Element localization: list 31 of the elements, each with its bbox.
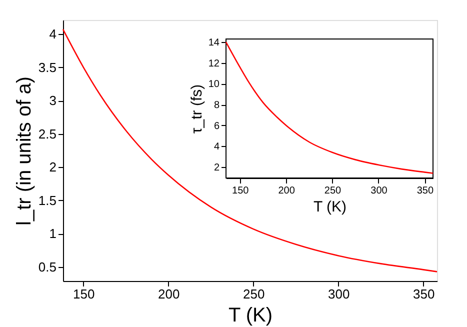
y-tick-label: 2.5 <box>38 126 56 142</box>
y-tick-label: 10 <box>208 79 220 90</box>
x-tick-label: 200 <box>278 186 296 196</box>
y-tick-label: 3 <box>49 93 56 108</box>
y-tick-label: 4 <box>49 26 56 42</box>
y-axis-title: τ_tr (fs) <box>188 84 206 134</box>
y-tick-label: 12 <box>208 58 220 70</box>
x-axis-title: T (K) <box>313 198 347 216</box>
y-tick-label: 6 <box>214 120 220 132</box>
x-tick-label: 350 <box>413 286 435 302</box>
y-tick-label: 3.5 <box>38 60 56 75</box>
x-tick-label: 250 <box>324 186 342 196</box>
y-tick-label: 1 <box>49 226 56 242</box>
line-series <box>225 41 434 174</box>
y-axis-title: l_tr (in units of a) <box>13 76 36 226</box>
x-tick-label: 150 <box>232 186 250 196</box>
x-tick-label: 150 <box>73 286 95 302</box>
x-axis-title: T (K) <box>228 304 273 326</box>
x-tick-label: 200 <box>158 286 180 302</box>
x-tick-label: 250 <box>243 286 265 302</box>
x-tick-label: 350 <box>416 186 434 196</box>
line-series <box>62 28 438 272</box>
x-tick-label: 300 <box>370 186 388 196</box>
y-tick-label: 2 <box>49 160 56 175</box>
y-tick-label: 2 <box>214 162 220 174</box>
x-tick-label: 300 <box>328 286 350 302</box>
y-tick-label: 0.5 <box>38 260 56 275</box>
y-tick-label: 4 <box>214 142 220 153</box>
y-tick-label: 1.5 <box>38 192 56 208</box>
y-tick-label: 8 <box>214 100 220 112</box>
y-tick-label: 14 <box>208 38 220 49</box>
